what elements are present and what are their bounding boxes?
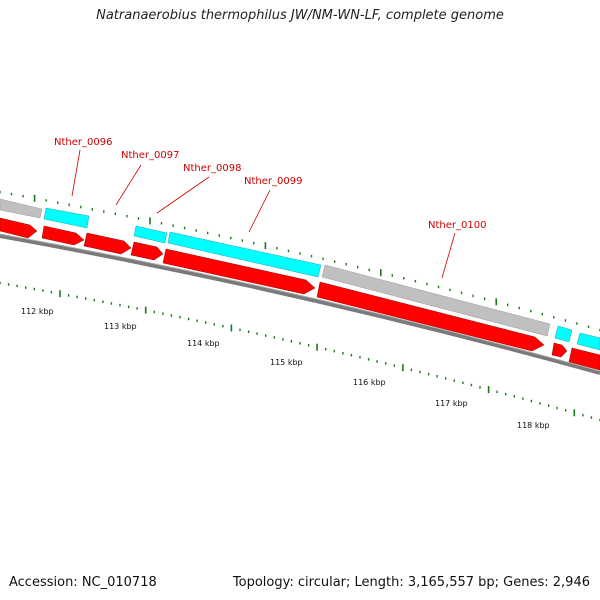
scale-label-113-kbp: 113 kbp [104,322,137,331]
genome-backbone-highlight [0,233,600,372]
reverse-cds-band [43,207,90,229]
scale-label-116-kbp: 116 kbp [353,378,386,387]
scale-label-118-kbp: 118 kbp [517,421,550,430]
gene-label-nther-0100: Nther_0100 [428,220,486,231]
scale-label-117-kbp: 117 kbp [435,399,468,408]
forward-cds-arrow [551,342,568,358]
forward-cds-arrow [162,248,316,295]
gene-label-nther-0098: Nther_0098 [183,163,241,174]
tick-marks [0,190,600,422]
forward-cds-arrow [0,217,38,239]
gene-label-leaders [71,149,456,279]
scale-label-115-kbp: 115 kbp [270,358,303,367]
reverse-cds-band [554,325,573,343]
genome-backbone [0,234,600,375]
forward-cds-arrow [130,241,164,261]
non-cds-band [0,198,43,219]
reverse-cds-band [576,332,600,351]
gene-label-nther-0096: Nther_0096 [54,137,112,148]
forward-cds-arrow [568,347,600,371]
scale-label-112-kbp: 112 kbp [21,307,54,316]
reverse-cds-band [133,225,168,244]
forward-cds-arrow [83,232,132,255]
forward-cds-arrow [316,281,545,352]
map-title: Natranaerobius thermophilus JW/NM-WN-LF,… [96,8,504,23]
non-cds-band [321,264,551,337]
gene-label-nther-0097: Nther_0097 [121,150,179,161]
footer-accession: Accession: NC_010718 [9,575,157,590]
reverse-cds-band [167,231,322,278]
scale-label-114-kbp: 114 kbp [187,339,220,348]
footer-stats: Topology: circular; Length: 3,165,557 bp… [232,575,590,590]
gene-label-nther-0099: Nther_0099 [244,176,302,187]
forward-cds-arrow [41,225,85,246]
